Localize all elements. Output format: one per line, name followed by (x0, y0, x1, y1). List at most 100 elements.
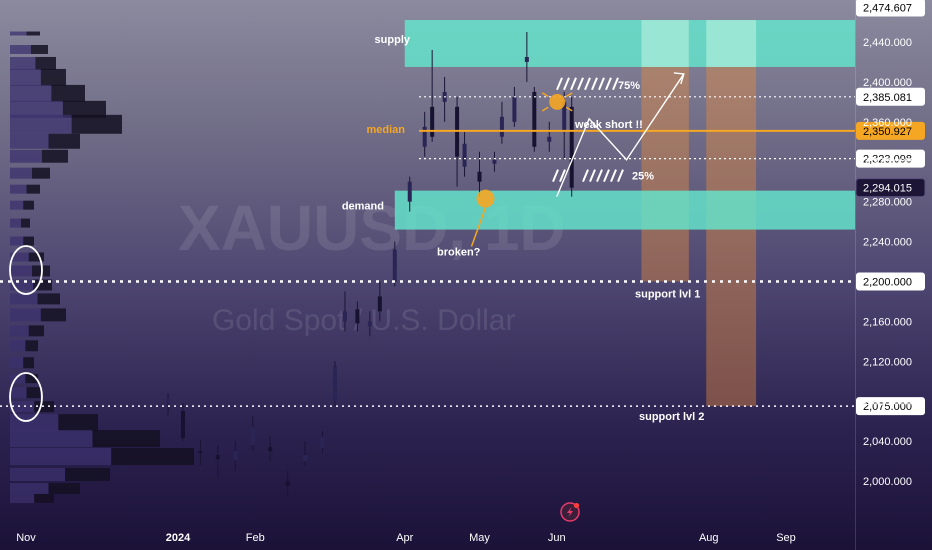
profile-bar-dark-15 (32, 265, 50, 277)
price-label-text-8: 2,075.000 (863, 401, 912, 413)
x-tick-Aug: Aug (699, 532, 719, 544)
profile-bar-18 (10, 308, 41, 322)
y-tick-3: 2,120.000 (863, 356, 912, 368)
candle-body-15 (392, 249, 397, 282)
weak-short-ray-3 (565, 106, 573, 112)
hatch-25-left-stroke-0 (552, 169, 559, 183)
profile-bar-26 (10, 430, 93, 448)
broken-label: broken? (437, 247, 481, 259)
profile-circle-upper (9, 245, 43, 295)
profile-bar-dark-11 (23, 200, 34, 210)
price-label-text-7: 2,200.000 (863, 276, 912, 288)
broken-marker (476, 189, 495, 208)
candle-body-1 (180, 411, 185, 439)
x-tick-May: May (469, 532, 490, 544)
candle-body-6 (268, 447, 273, 452)
price-label-text-0: 2,474.607 (863, 2, 912, 14)
weak-short-marker (549, 93, 566, 110)
hatch-75-stroke-7 (605, 77, 612, 91)
candle-body-17 (422, 126, 427, 147)
zones (394, 20, 855, 230)
y-tick-6: 2,240.000 (863, 237, 912, 249)
profile-bar-dark-6 (71, 114, 122, 134)
profile-bar-27 (10, 448, 112, 466)
candle-body-11 (342, 311, 347, 322)
profile-bar-1 (10, 44, 31, 54)
candle-body-16 (407, 181, 412, 202)
profile-bar-0 (10, 31, 27, 36)
candle-body-7 (285, 481, 290, 486)
level-75-label: 75% (618, 80, 640, 92)
candle-body-10 (332, 366, 337, 402)
annotation-labels: supply demand median 75% 25% weak short !! bro… (342, 34, 705, 423)
y-tick-0: 2,000.000 (863, 476, 912, 488)
projection-arrowhead (673, 72, 685, 85)
candle-body-0 (166, 398, 171, 404)
profile-bar-dark-28 (65, 468, 110, 481)
y-tick-7: 2,280.000 (863, 197, 912, 209)
profile-bar-6 (10, 114, 72, 134)
y-tick-4: 2,160.000 (863, 316, 912, 328)
profile-bar-dark-7 (48, 133, 80, 149)
profile-bar-24 (10, 401, 35, 413)
profile-bar-16 (10, 279, 34, 291)
profile-bar-4 (10, 84, 52, 102)
demand-label: demand (342, 201, 384, 213)
price-label-box-4 (856, 121, 925, 140)
candle-body-30 (569, 106, 574, 188)
supply-label: supply (375, 34, 411, 46)
hatch-markers (552, 77, 624, 183)
profile-bar-dark-17 (37, 293, 60, 305)
weak-short-ray-1 (565, 92, 573, 98)
tradingview-logo-icon[interactable] (560, 502, 580, 522)
profile-bar-11 (10, 200, 24, 210)
price-label-2,474.607: 2,474.607 (856, 0, 925, 17)
x-tick-Jun: Jun (548, 532, 566, 544)
profile-bar-dark-16 (33, 279, 52, 291)
candle-body-29 (562, 101, 567, 132)
supply-window-overlap-2 (706, 20, 757, 67)
profile-bar-20 (10, 340, 26, 352)
candles (166, 32, 574, 497)
candle-body-24 (499, 116, 504, 137)
profile-bar-dark-5 (62, 100, 106, 118)
profile-bar-2 (10, 56, 36, 70)
profile-bar-dark-3 (40, 68, 66, 86)
profile-bar-5 (10, 100, 63, 118)
x-tick-2024: 2024 (166, 532, 191, 544)
hatch-75-stroke-6 (598, 77, 605, 91)
hatch-25-right-stroke-5 (617, 169, 624, 183)
candle-body-5 (250, 427, 255, 446)
profile-bar-8 (10, 149, 42, 163)
hatch-75-stroke-1 (563, 77, 570, 91)
hatch-25-right-stroke-3 (603, 169, 610, 183)
price-label-2,385.081: 2,385.081 (856, 87, 925, 106)
candle-body-14 (377, 296, 382, 312)
level-25-label: 25% (632, 171, 654, 183)
profile-bar-9 (10, 167, 32, 179)
y-tick-1: 2,040.000 (863, 436, 912, 448)
profile-bar-28 (10, 468, 65, 481)
hatch-25-right-stroke-2 (596, 169, 603, 183)
profile-bar-dark-25 (58, 414, 98, 432)
time-axis[interactable]: Nov 2024 Feb Apr May Jun Aug Sep (16, 532, 796, 544)
profile-bar-15 (10, 265, 32, 277)
price-axis[interactable]: 2,474.607 2,440.000 2,400.000 2,385.081 2,35… (855, 0, 926, 488)
candle-body-9 (320, 437, 325, 449)
profile-bar-30 (10, 493, 35, 503)
candle-body-21 (462, 143, 467, 167)
profile-bar-dark-22 (25, 374, 38, 384)
x-tick-Apr: Apr (396, 532, 413, 544)
profile-bar-3 (10, 68, 41, 86)
profile-bar-dark-30 (34, 493, 54, 503)
price-label-box-0 (856, 0, 925, 17)
price-label-text-1: 2,440.000 (863, 37, 912, 49)
profile-bar-22 (10, 374, 26, 384)
profile-bar-14 (10, 252, 29, 262)
price-label-box-7 (856, 272, 925, 291)
profile-bar-dark-4 (51, 84, 85, 102)
candle-body-22 (477, 171, 482, 182)
profile-bar-dark-14 (28, 252, 44, 262)
supply-window-overlap-1 (641, 20, 689, 67)
